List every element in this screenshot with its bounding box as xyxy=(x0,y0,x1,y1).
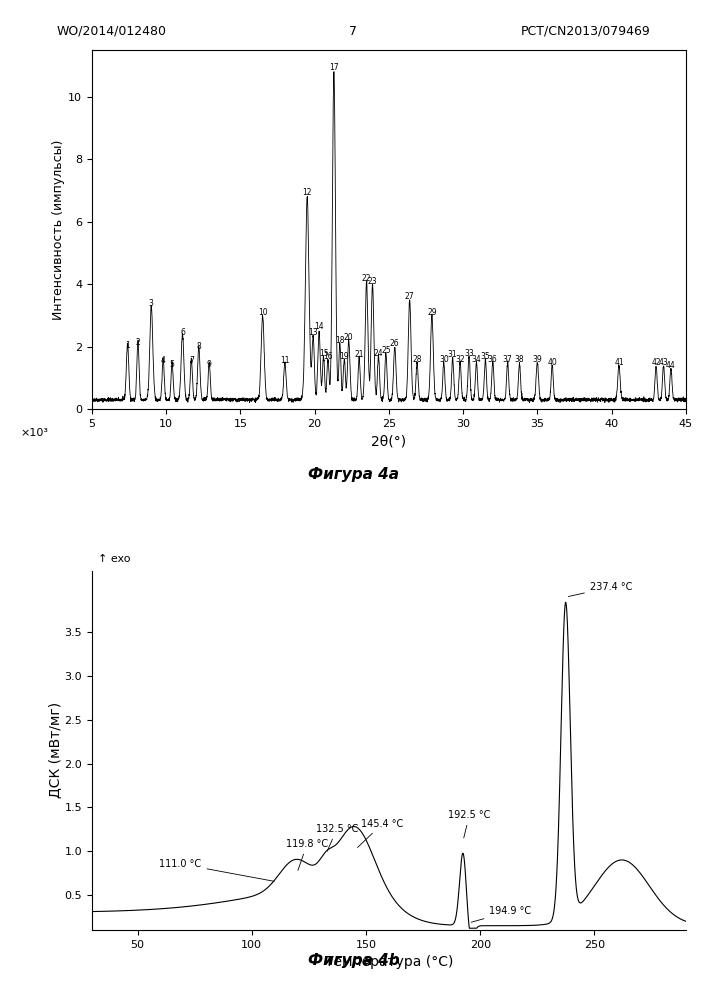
Text: 21: 21 xyxy=(354,350,364,359)
Text: 7: 7 xyxy=(349,25,358,38)
Text: 43: 43 xyxy=(659,358,668,367)
Text: 13: 13 xyxy=(308,328,318,337)
Text: 40: 40 xyxy=(547,358,557,367)
Text: 19: 19 xyxy=(339,352,349,361)
Text: 3: 3 xyxy=(149,299,153,308)
Text: 35: 35 xyxy=(481,352,490,361)
Text: 18: 18 xyxy=(335,336,344,345)
Text: 22: 22 xyxy=(362,274,371,283)
Text: 132.5 °C: 132.5 °C xyxy=(316,824,358,851)
Text: ×10³: ×10³ xyxy=(21,428,49,438)
Text: 20: 20 xyxy=(344,333,354,342)
Text: ↑ exo: ↑ exo xyxy=(98,554,130,564)
Text: 27: 27 xyxy=(405,292,414,301)
Text: 30: 30 xyxy=(439,355,449,364)
Text: 8: 8 xyxy=(197,342,201,351)
Text: 237.4 °C: 237.4 °C xyxy=(568,582,632,597)
Text: 194.9 °C: 194.9 °C xyxy=(472,906,532,922)
Text: 16: 16 xyxy=(323,352,333,361)
Text: 2: 2 xyxy=(136,338,140,347)
Y-axis label: ДСК (мВт/мг): ДСК (мВт/мг) xyxy=(47,702,62,798)
Text: 25: 25 xyxy=(381,346,391,355)
Text: 10: 10 xyxy=(258,308,267,317)
Text: 33: 33 xyxy=(464,349,474,358)
Text: 5: 5 xyxy=(170,360,175,369)
Text: 36: 36 xyxy=(488,355,498,364)
Text: 192.5 °C: 192.5 °C xyxy=(448,810,491,838)
Text: 14: 14 xyxy=(314,322,324,331)
Text: 1: 1 xyxy=(125,341,130,350)
Text: 26: 26 xyxy=(390,339,399,348)
Text: 44: 44 xyxy=(666,361,676,370)
Text: 145.4 °C: 145.4 °C xyxy=(358,819,404,847)
Text: 32: 32 xyxy=(455,355,465,364)
Text: 37: 37 xyxy=(503,355,513,364)
X-axis label: Температура (°C): Температура (°C) xyxy=(325,955,453,969)
Text: 41: 41 xyxy=(614,358,624,367)
Text: 12: 12 xyxy=(303,188,312,197)
Text: 17: 17 xyxy=(329,63,339,72)
Text: 4: 4 xyxy=(160,356,165,365)
X-axis label: 2θ(°): 2θ(°) xyxy=(371,434,407,448)
Text: Фигура 4b: Фигура 4b xyxy=(308,952,399,968)
Text: 7: 7 xyxy=(189,356,194,365)
Text: PCT/CN2013/079469: PCT/CN2013/079469 xyxy=(520,25,650,38)
Text: 111.0 °C: 111.0 °C xyxy=(159,859,274,881)
Text: WO/2014/012480: WO/2014/012480 xyxy=(57,25,167,38)
Text: 9: 9 xyxy=(206,360,211,369)
Text: 28: 28 xyxy=(412,355,422,364)
Y-axis label: Интенсивность (импульсы): Интенсивность (импульсы) xyxy=(52,139,66,320)
Text: 24: 24 xyxy=(373,349,383,358)
Text: 31: 31 xyxy=(448,350,457,359)
Text: 6: 6 xyxy=(180,328,185,337)
Text: 42: 42 xyxy=(651,358,661,367)
Text: 39: 39 xyxy=(532,355,542,364)
Text: 34: 34 xyxy=(472,355,481,364)
Text: 119.8 °C: 119.8 °C xyxy=(286,839,328,870)
Text: 11: 11 xyxy=(280,356,290,365)
Text: 23: 23 xyxy=(368,277,378,286)
Text: 15: 15 xyxy=(319,349,328,358)
Text: Фигура 4a: Фигура 4a xyxy=(308,468,399,483)
Text: 29: 29 xyxy=(427,308,437,317)
Text: 38: 38 xyxy=(515,355,525,364)
